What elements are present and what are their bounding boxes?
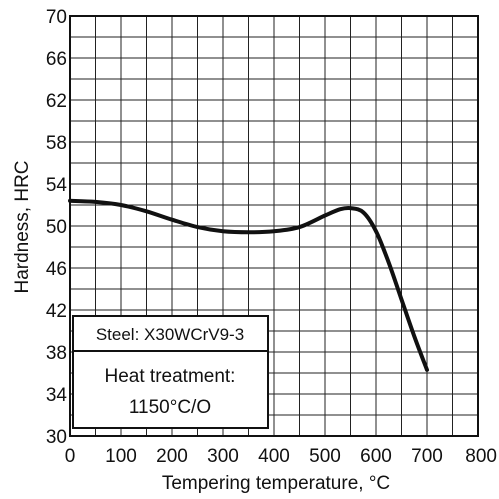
annotation-box: Steel: X30WCrV9-3 Heat treatment: 1150°C… xyxy=(72,315,269,429)
y-tick-label: 46 xyxy=(46,259,67,280)
x-tick-label: 700 xyxy=(411,446,443,467)
x-axis-label: Tempering temperature, °C xyxy=(162,473,390,494)
y-tick-labels: 30 34 38 42 46 50 54 58 62 66 70 xyxy=(46,7,68,448)
x-tick-label: 400 xyxy=(258,446,290,467)
y-tick-label: 58 xyxy=(46,133,67,154)
x-tick-label: 500 xyxy=(309,446,341,467)
x-tick-label: 600 xyxy=(360,446,392,467)
heat-treatment-label: Heat treatment: xyxy=(105,366,236,387)
y-tick-label: 66 xyxy=(46,49,67,70)
annotation-box-frame xyxy=(72,315,269,429)
x-tick-label: 300 xyxy=(207,446,239,467)
y-tick-label: 70 xyxy=(46,7,67,28)
steel-grade-label: Steel: X30WCrV9-3 xyxy=(96,325,244,344)
y-tick-label: 62 xyxy=(46,91,67,112)
x-tick-label: 0 xyxy=(65,446,76,467)
y-tick-label: 30 xyxy=(46,427,67,448)
x-tick-label: 200 xyxy=(156,446,188,467)
y-tick-label: 42 xyxy=(46,301,67,322)
x-tick-labels: 0 100 200 300 400 500 600 700 800 xyxy=(65,446,497,467)
x-tick-label: 800 xyxy=(465,446,497,467)
heat-treatment-value: 1150°C/O xyxy=(129,397,211,418)
x-tick-label: 100 xyxy=(105,446,137,467)
y-tick-label: 54 xyxy=(46,175,68,196)
y-tick-label: 50 xyxy=(46,217,67,238)
hardness-curve xyxy=(68,198,429,372)
y-axis-label: Hardness, HRC xyxy=(12,160,33,293)
y-tick-label: 38 xyxy=(46,343,67,364)
plot-frame xyxy=(69,15,479,437)
y-tick-label: 34 xyxy=(46,385,68,406)
